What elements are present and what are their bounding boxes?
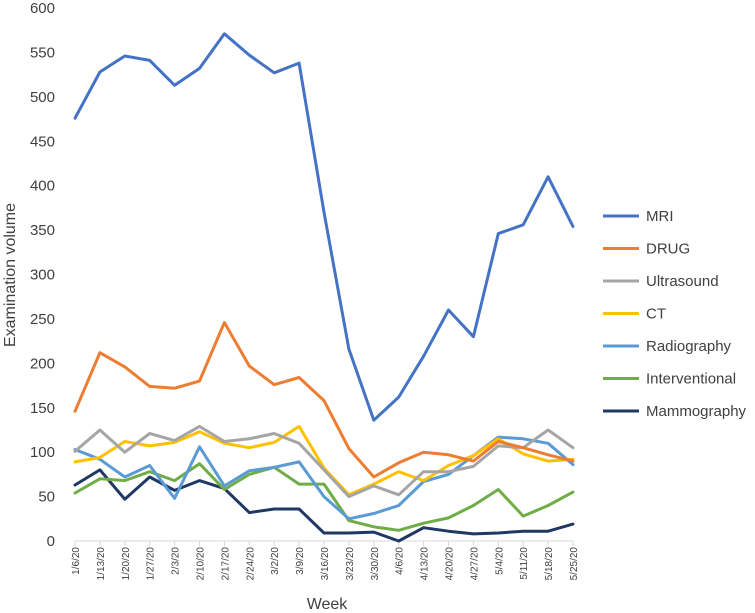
x-tick-label: 3/23/20 (345, 547, 356, 581)
y-tick-label: 100 (30, 444, 55, 461)
y-axis-ticks: 0 50 100 150 200 250 300 350 400 450 500 550 600 (30, 0, 55, 550)
x-tick-label: 1/13/20 (96, 547, 107, 581)
x-tick-label: 5/25/20 (569, 547, 580, 581)
y-tick-label: 250 (30, 311, 55, 328)
x-axis: 1/6/20 1/13/20 1/20/20 1/27/20 2/3/20 2/10/20… (71, 540, 580, 581)
legend-label-ultrasound: Ultrasound (646, 273, 719, 290)
y-tick-label: 50 (38, 489, 55, 506)
legend: MRI DRUG Ultrasound CT Radiography Interventi… (603, 208, 747, 420)
y-tick-label: 550 (30, 44, 55, 61)
legend-label-ct: CT (646, 306, 666, 323)
x-tick-label: 5/4/20 (494, 547, 505, 575)
x-tick-label: 2/17/20 (220, 547, 231, 581)
x-tick-label: 3/2/20 (270, 547, 281, 575)
y-tick-label: 0 (47, 533, 55, 550)
x-tick-label: 1/20/20 (121, 547, 132, 581)
y-tick-label: 500 (30, 89, 55, 106)
x-tick-label: 4/13/20 (420, 547, 431, 581)
x-tick-label: 2/10/20 (196, 547, 207, 581)
y-tick-label: 450 (30, 133, 55, 150)
series-line-ultrasound (73, 424, 575, 499)
x-tick-label: 3/30/20 (370, 547, 381, 581)
x-tick-label: 2/3/20 (171, 547, 182, 575)
y-tick-label: 150 (30, 400, 55, 417)
y-tick-label: 300 (30, 267, 55, 284)
y-tick-label: 400 (30, 178, 55, 195)
x-tick-label: 4/20/20 (445, 547, 456, 581)
x-tick-label: 5/18/20 (544, 547, 555, 581)
x-tick-label: 3/16/20 (320, 547, 331, 581)
x-tick-label: 5/11/20 (519, 547, 530, 580)
series-line-drug (73, 321, 575, 479)
y-axis-title: Examination volume (2, 203, 19, 347)
series-line-mri (73, 32, 575, 422)
legend-label-radiography: Radiography (646, 338, 732, 355)
y-axis-title-group: Examination volume (2, 203, 19, 347)
legend-label-interventional: Interventional (646, 371, 736, 388)
x-tick-label: 1/27/20 (146, 547, 157, 581)
series-line-mammography (73, 468, 575, 543)
x-axis-title: Week (307, 596, 349, 613)
x-tick-label: 4/27/20 (469, 547, 480, 581)
y-tick-label: 350 (30, 222, 55, 239)
y-tick-label: 200 (30, 355, 55, 372)
x-tick-label: 2/24/20 (245, 547, 256, 581)
legend-label-mri: MRI (646, 208, 674, 225)
x-tick-label: 3/9/20 (295, 547, 306, 575)
x-tick-label: 4/6/20 (395, 547, 406, 575)
series-lines (73, 32, 575, 543)
legend-label-mammography: Mammography (646, 403, 747, 420)
x-tick-label: 1/6/20 (71, 547, 82, 575)
y-tick-label: 600 (30, 0, 55, 17)
legend-label-drug: DRUG (646, 241, 690, 258)
